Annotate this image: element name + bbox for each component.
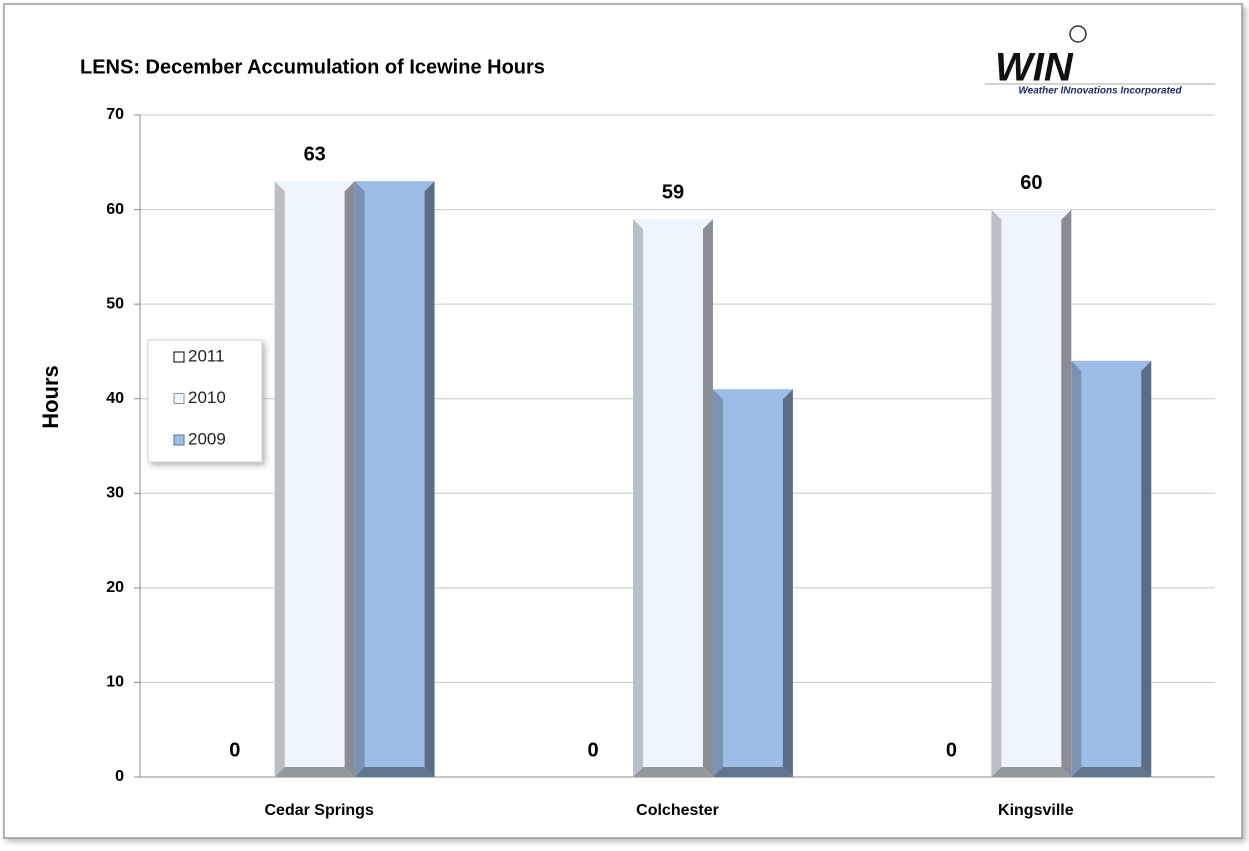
- logo-text: WIN: [995, 46, 1074, 90]
- data-label: 0: [588, 739, 599, 761]
- bar-bevel: [354, 181, 365, 777]
- bar-bevel: [1061, 209, 1072, 778]
- x-tick-label: Cedar Springs: [264, 802, 373, 819]
- bar: [274, 181, 355, 777]
- bar-bevel: [1071, 360, 1152, 371]
- y-tick-label: 70: [106, 106, 124, 123]
- bar: [354, 181, 435, 777]
- legend-label: 2010: [188, 388, 226, 407]
- bar-bevel: [991, 209, 1002, 778]
- data-label: 59: [662, 181, 684, 203]
- bar-bevel: [991, 767, 1072, 777]
- logo-sun: [1069, 25, 1087, 43]
- bar-bevel: [274, 181, 355, 192]
- bar-bevel: [633, 219, 644, 777]
- bar: [712, 389, 793, 777]
- legend: 2011 2010 2009: [147, 339, 263, 463]
- legend-label: 2009: [188, 429, 226, 448]
- x-tick-label: Colchester: [636, 802, 719, 819]
- bar-bevel: [274, 767, 355, 777]
- bar-bevel: [354, 767, 435, 777]
- legend-swatch: [173, 393, 185, 404]
- data-label: 63: [304, 143, 326, 165]
- bar-bevel: [1071, 767, 1152, 777]
- bar-bevel: [712, 389, 723, 777]
- legend-label: 2011: [188, 346, 225, 365]
- x-tick-label: Kingsville: [998, 802, 1074, 819]
- bar: [991, 209, 1072, 778]
- bar-bevel: [344, 181, 355, 777]
- bar-bevel: [1071, 360, 1082, 777]
- bar-bevel: [1141, 360, 1152, 777]
- y-tick-label: 50: [106, 295, 124, 312]
- y-tick-label: 30: [106, 485, 124, 502]
- data-label: 60: [1020, 172, 1042, 194]
- legend-box: [147, 339, 263, 463]
- data-label: 0: [946, 739, 957, 761]
- data-label: 0: [229, 739, 240, 761]
- legend-swatch: [173, 351, 185, 363]
- y-tick-label: 40: [106, 390, 124, 407]
- bar-bevel: [712, 767, 793, 777]
- bar: [1071, 360, 1152, 777]
- bar-bevel: [354, 181, 435, 192]
- y-tick-label: 10: [106, 674, 124, 691]
- bar-bevel: [633, 219, 713, 230]
- bar: [633, 219, 713, 777]
- y-tick-label: 60: [106, 201, 124, 218]
- logo: WIN Weather INnovations Incorporated: [985, 25, 1215, 97]
- bar-bevel: [633, 767, 713, 777]
- y-tick-label: 20: [106, 579, 124, 596]
- chart-title: LENS: December Accumulation of Icewine H…: [80, 56, 545, 78]
- bar-bevel: [424, 181, 435, 777]
- y-axis-label: Hours: [38, 365, 63, 429]
- legend-swatch: [173, 434, 185, 446]
- logo-tagline: Weather INnovations Incorporated: [1018, 86, 1182, 97]
- bar-bevel: [782, 389, 793, 777]
- y-tick-label: 0: [115, 768, 124, 785]
- bar-bevel: [702, 219, 713, 777]
- bar-bevel: [712, 389, 793, 400]
- bar-bevel: [274, 181, 285, 777]
- bar-bevel: [991, 209, 1072, 220]
